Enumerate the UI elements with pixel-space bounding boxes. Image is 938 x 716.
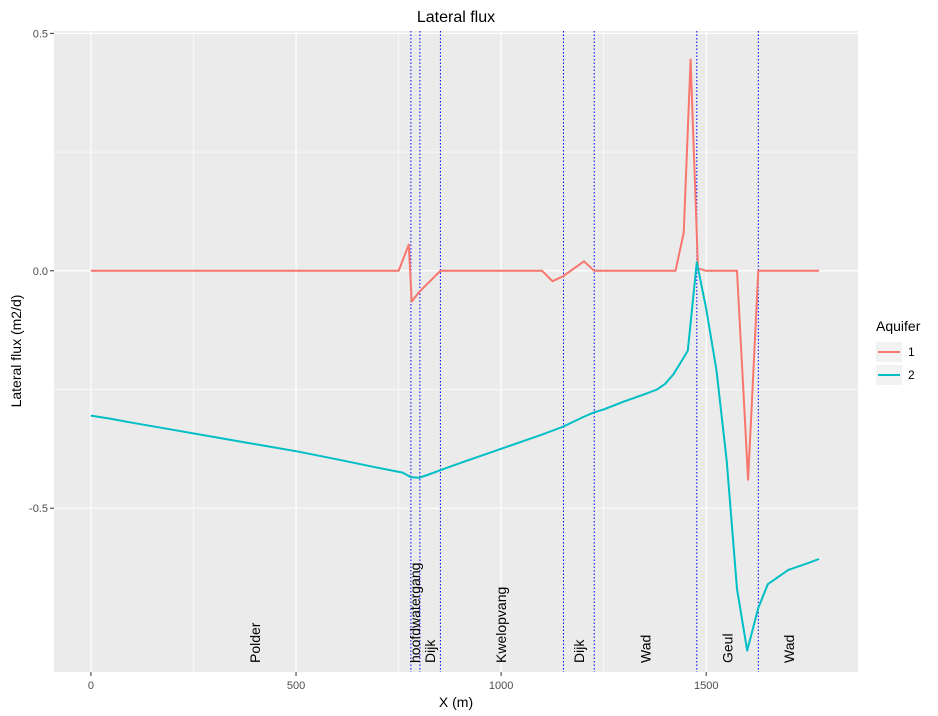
data-series: [90, 58, 820, 652]
y-tick-label: -0.5: [29, 503, 48, 515]
x-tick-label: 500: [287, 680, 305, 692]
plot-panel: [54, 31, 858, 672]
zone-label: Polder: [247, 622, 263, 663]
legend-title: Aquifer: [876, 318, 921, 334]
chart-title: Lateral flux: [417, 9, 495, 26]
legend-items: 12: [876, 342, 915, 385]
zone-label: Dijk: [422, 639, 438, 663]
y-tick-label: 0.0: [33, 266, 48, 278]
zone-label: hoofdwatergang: [407, 563, 423, 663]
x-tick-label: 1000: [489, 680, 513, 692]
x-axis-ticks: 0 500 1000 1500: [88, 672, 718, 692]
zone-label: Kwelopvang: [493, 587, 509, 663]
zone-label: Dijk: [571, 639, 587, 663]
zone-label: Geul: [720, 633, 736, 663]
zone-label: Wad: [638, 635, 654, 663]
legend-label-2: 2: [908, 368, 915, 382]
legend: Aquifer 12: [876, 318, 921, 385]
y-tick-label: 0.5: [33, 28, 48, 40]
zone-label: Wad: [781, 635, 797, 663]
x-tick-label: 1500: [694, 680, 718, 692]
series-1-line: [90, 58, 819, 481]
series-2-line: [90, 261, 820, 652]
y-axis-ticks: -0.5 0.0 0.5: [29, 28, 54, 515]
legend-label-1: 1: [908, 345, 915, 359]
x-axis-title: X (m): [439, 694, 473, 710]
zone-labels: Polder hoofdwatergang Dijk Kwelopvang Dijk Wa…: [247, 563, 797, 663]
x-tick-label: 0: [88, 680, 94, 692]
y-axis-title: Lateral flux (m2/d): [8, 295, 24, 408]
minor-gridlines: [54, 31, 858, 672]
